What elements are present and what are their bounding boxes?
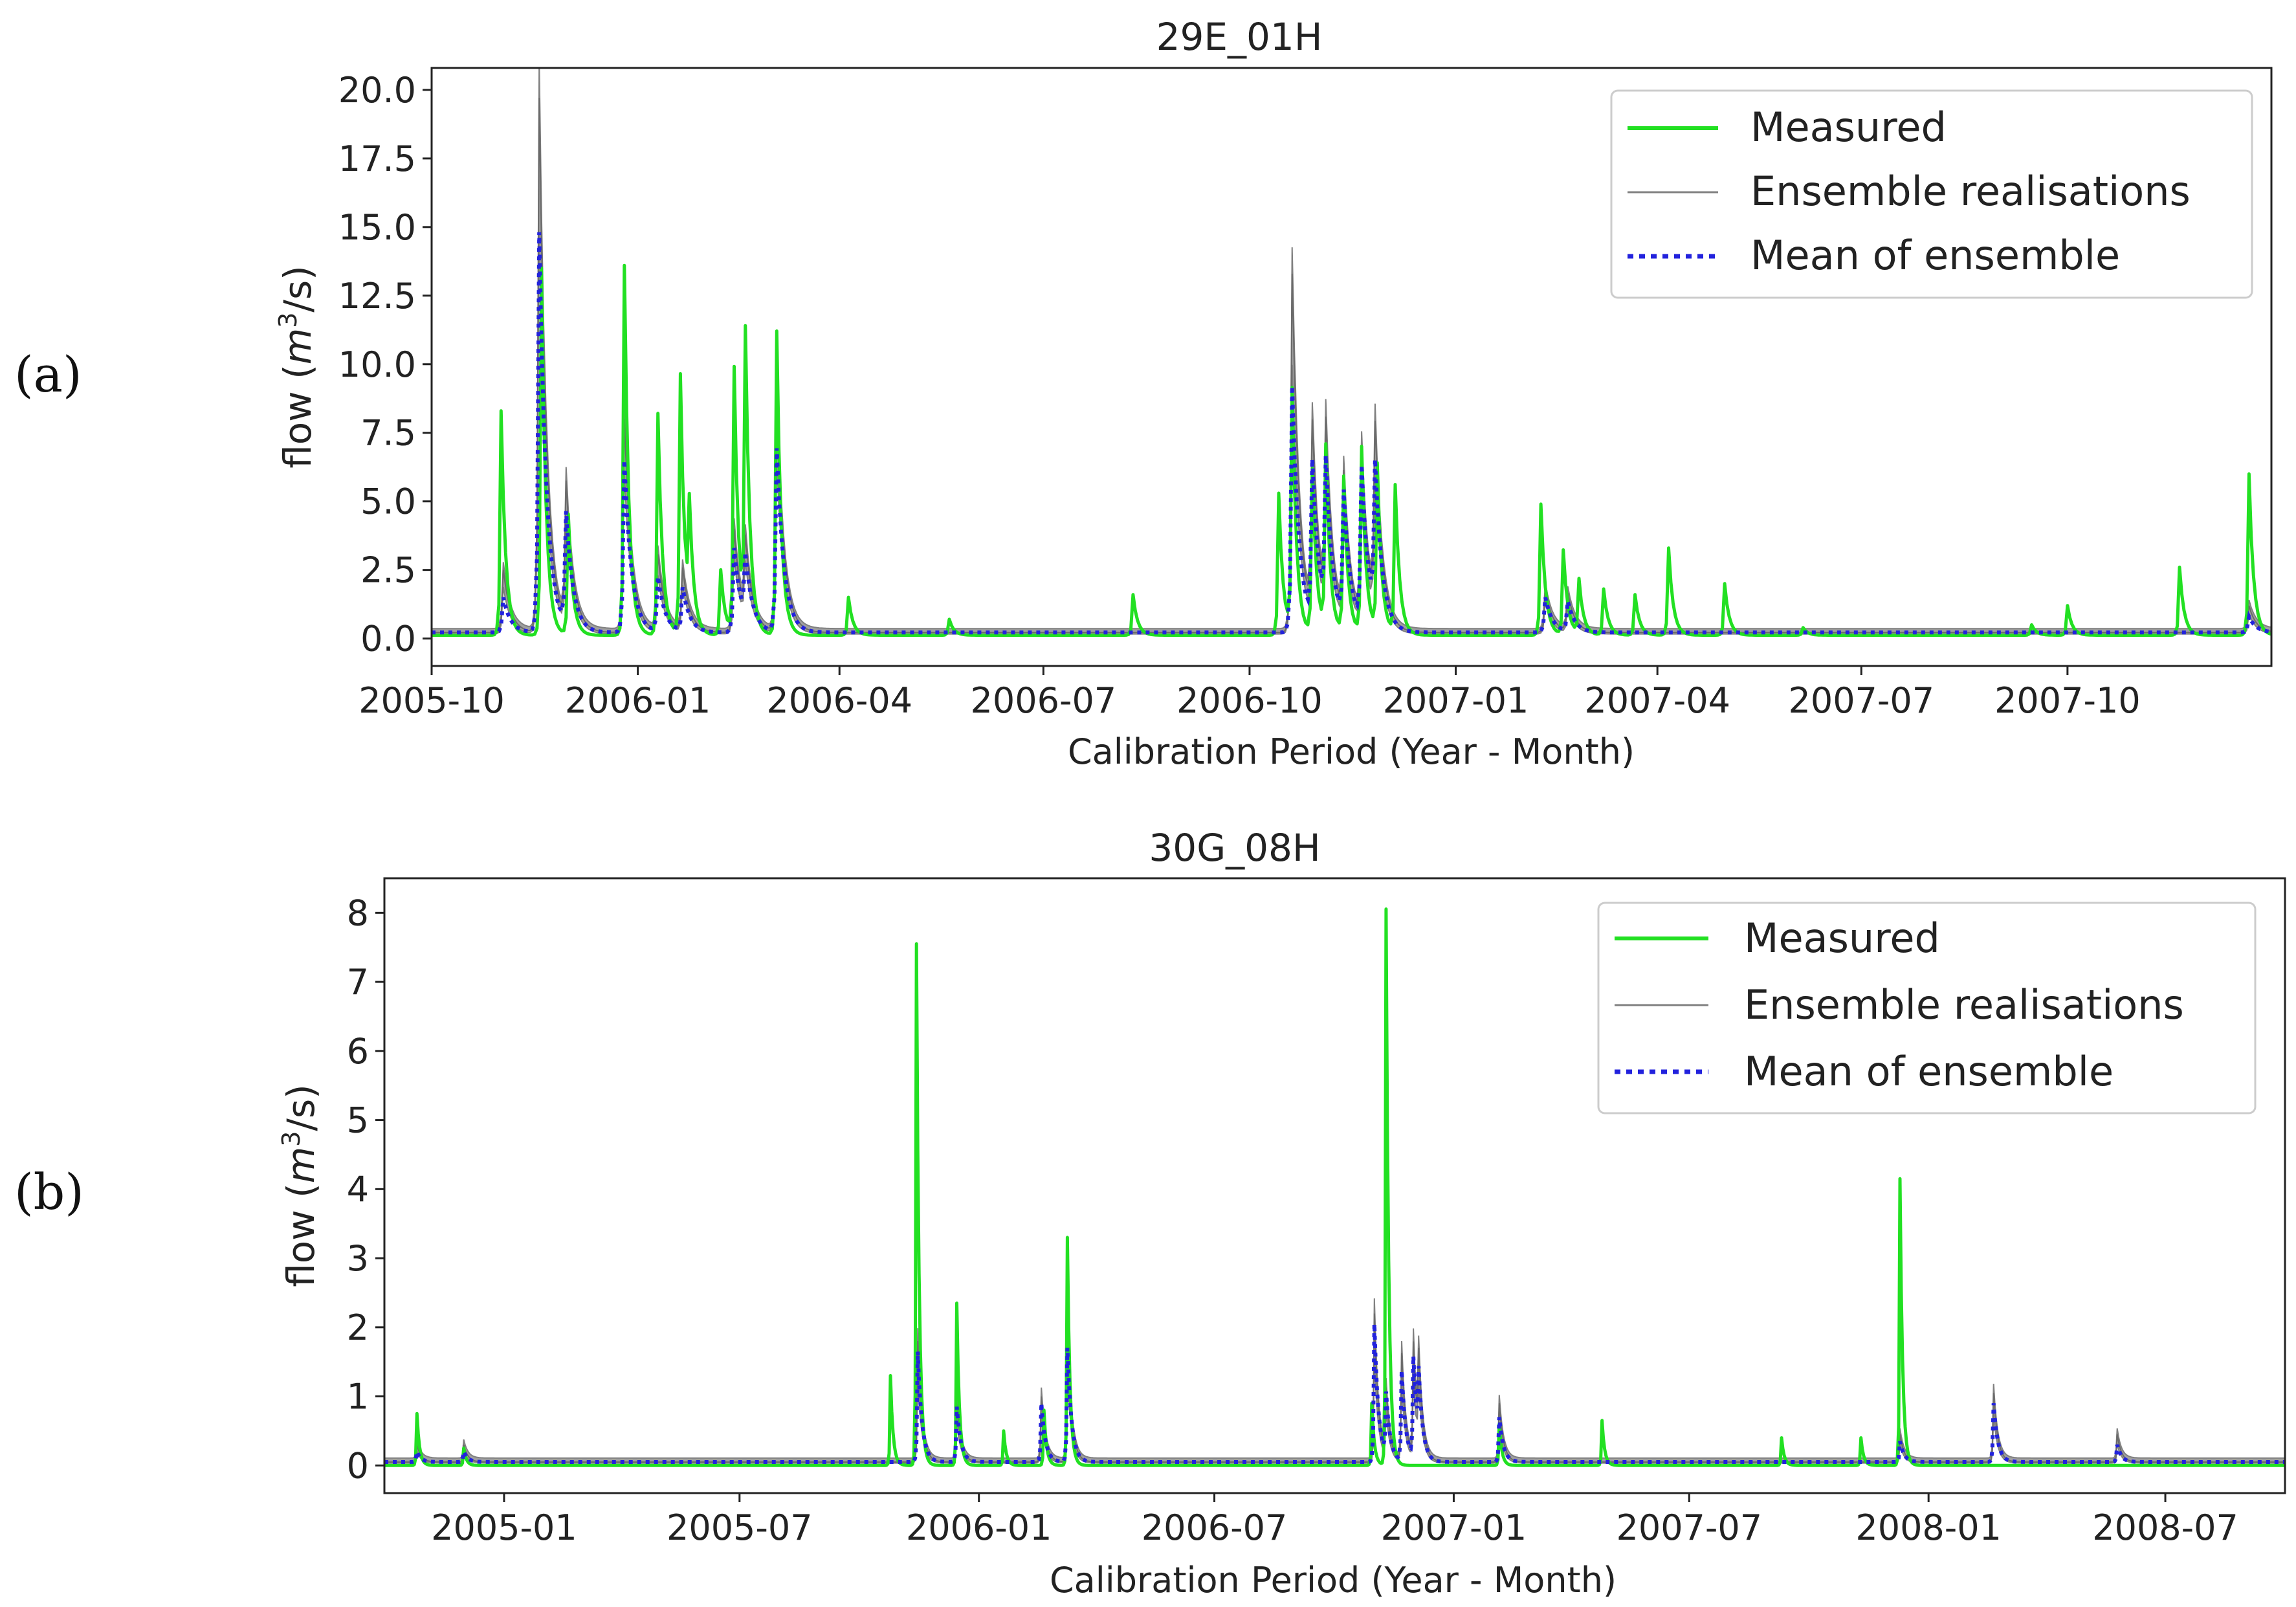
x-axis: 2005-10 2006-01 2006-04 2006-07 2006-10 2007-… [359,666,2141,721]
x-tick-label: 2005-07 [667,1507,813,1548]
y-tick-label: 6 [347,1031,369,1072]
y-tick-label: 7 [347,962,369,1003]
plot-area [432,68,2271,637]
y-label-prefix: flow ( [276,364,320,469]
chart-panel-a: 29E_01H 0.0 2.5 5.0 7.5 10.0 12.5 15.0 17.5 20.0… [274,15,2273,772]
chart-title: 30G_08H [1149,826,1320,870]
x-tick-label: 2007-07 [1788,680,1934,721]
y-tick-label: 4 [347,1169,369,1210]
y-label-prefix: flow ( [279,1183,323,1287]
x-tick-label: 2005-10 [359,680,505,721]
x-tick-label: 2006-10 [1176,680,1323,721]
x-tick-label: 2007-04 [1584,680,1730,721]
x-tick-label: 2007-01 [1381,1507,1527,1548]
x-tick-label: 2005-01 [431,1507,577,1548]
y-axis-label: flow (m3/s) [277,1084,323,1287]
ensemble-line [384,1313,2285,1463]
legend: Measured Ensemble realisations Mean of e… [1597,902,2257,1114]
x-tick-label: 2007-01 [1383,680,1529,721]
legend-box [1610,89,2253,299]
y-tick-label: 12.5 [338,276,416,316]
x-tick-label: 2007-07 [1616,1507,1762,1548]
legend: Measured Ensemble realisations Mean of e… [1610,89,2253,299]
axes-frame [383,877,2286,1494]
panel-label-b: (b) [14,1163,84,1221]
y-label-suffix: /s) [279,1084,323,1131]
y-tick-label: 7.5 [360,413,416,454]
legend-label-ensemble: Ensemble realisations [1744,981,2184,1028]
measured-line [384,907,2285,1467]
legend-label-mean: Mean of ensemble [1750,232,2120,279]
y-axis-label: flow (m3/s) [274,265,320,469]
plot-area [384,907,2285,1467]
y-label-sup: 3 [277,1131,305,1147]
y-tick-label: 2.5 [360,550,416,591]
legend-label-ensemble: Ensemble realisations [1750,168,2191,215]
x-tick-label: 2006-01 [906,1507,1052,1548]
y-axis: 0 1 2 3 4 5 6 7 8 [347,892,384,1486]
y-label-sup: 3 [274,313,302,328]
y-tick-label: 1 [347,1377,369,1417]
y-label-var: m [276,328,320,365]
y-tick-label: 2 [347,1307,369,1348]
y-tick-label: 0.0 [360,619,416,659]
legend-label-measured: Measured [1744,914,1940,962]
x-tick-label: 2006-07 [1142,1507,1288,1548]
y-label-suffix: /s) [276,265,320,312]
x-tick-label: 2008-07 [2092,1507,2238,1548]
y-tick-label: 3 [347,1238,369,1279]
legend-box [1597,902,2257,1114]
legend-label-mean: Mean of ensemble [1744,1048,2114,1095]
x-tick-label: 2006-07 [971,680,1117,721]
y-axis: 0.0 2.5 5.0 7.5 10.0 12.5 15.0 17.5 20.0 [338,70,432,659]
y-tick-label: 17.5 [338,139,416,179]
ensemble-band [384,1298,2285,1464]
y-tick-label: 0 [347,1445,369,1486]
legend-label-measured: Measured [1750,104,1947,151]
y-label-var: m [279,1147,323,1184]
panel-label-a: (a) [14,346,82,403]
chart-title: 29E_01H [1156,15,1323,59]
x-axis-label: Calibration Period (Year - Month) [1068,731,1635,772]
x-tick-label: 2006-01 [565,680,711,721]
y-tick-label: 15.0 [338,207,416,248]
x-axis: 2005-01 2005-07 2006-01 2006-07 2007-01 2007-… [431,1493,2238,1548]
x-tick-label: 2007-10 [1994,680,2141,721]
x-tick-label: 2006-04 [766,680,912,721]
y-tick-label: 5.0 [360,482,416,522]
y-tick-label: 10.0 [338,344,416,385]
x-axis-label: Calibration Period (Year - Month) [1050,1560,1617,1601]
y-tick-label: 8 [347,892,369,933]
mean-line [432,232,2271,635]
x-tick-label: 2008-01 [1855,1507,2002,1548]
y-tick-label: 20.0 [338,70,416,111]
measured-line [432,263,2271,637]
axes-frame [430,67,2273,667]
y-tick-label: 5 [347,1100,369,1141]
